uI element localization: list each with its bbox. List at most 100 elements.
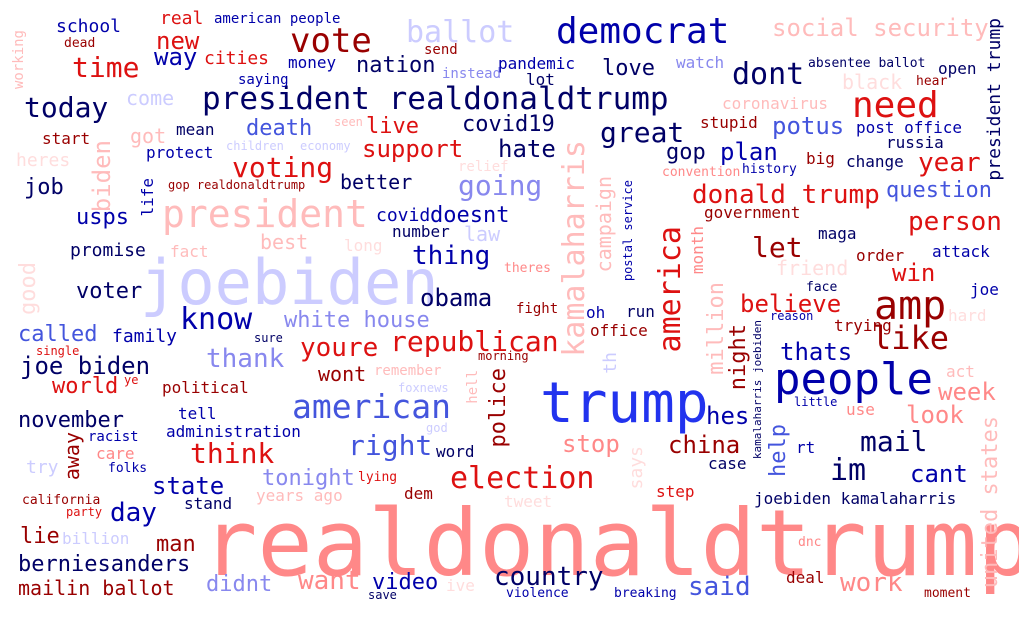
cloud-word: hear <box>916 74 948 89</box>
cloud-word: california <box>22 493 101 508</box>
cloud-word: pandemic <box>498 54 576 73</box>
cloud-word: video <box>372 570 439 595</box>
cloud-word: going <box>458 169 543 202</box>
cloud-word: relief <box>458 159 509 175</box>
cloud-word: let <box>752 231 803 264</box>
cloud-word: death <box>246 116 313 141</box>
cloud-word: need <box>852 85 939 126</box>
cloud-word: thank <box>206 344 285 374</box>
cloud-word: thing <box>412 241 491 271</box>
cloud-word: trying <box>834 316 892 335</box>
cloud-word: russia <box>886 133 944 152</box>
cloud-word: good <box>16 262 41 315</box>
cloud-word: biden <box>88 140 116 213</box>
cloud-word: history <box>742 162 797 177</box>
cloud-word: stop <box>562 430 620 458</box>
cloud-word: says <box>626 446 647 490</box>
cloud-word: fight <box>516 301 559 317</box>
cloud-word: saying <box>238 72 289 88</box>
cloud-word: mean <box>176 120 215 139</box>
cloud-word: real <box>160 8 204 29</box>
cloud-word: didnt <box>206 572 273 597</box>
cloud-word: week <box>938 378 996 406</box>
cloud-word: dnc <box>798 535 822 550</box>
cloud-word: better <box>340 170 413 194</box>
cloud-word: vote <box>290 21 372 61</box>
cloud-word: heres <box>16 150 71 171</box>
cloud-word: doesnt <box>430 203 510 228</box>
cloud-word: family <box>112 326 178 347</box>
cloud-word: youre <box>300 333 379 363</box>
cloud-word: like <box>872 319 950 357</box>
cloud-word: dead <box>64 36 96 51</box>
cloud-word: racist <box>88 429 139 445</box>
cloud-word: day <box>110 498 157 528</box>
cloud-word: help <box>766 424 791 477</box>
cloud-word: potus <box>772 112 845 140</box>
cloud-word: away <box>60 432 84 481</box>
cloud-word: theres <box>504 261 551 276</box>
cloud-word: instead <box>442 66 502 82</box>
cloud-word: job <box>24 175 64 200</box>
cloud-word: month <box>688 226 707 275</box>
cloud-word: morning <box>478 349 529 363</box>
cloud-word: dont <box>732 57 805 92</box>
cloud-word: right <box>348 429 433 462</box>
cloud-word: tonight <box>262 466 355 491</box>
cloud-word: economy <box>300 139 351 153</box>
cloud-word: social security <box>772 14 989 42</box>
cloud-word: great <box>600 116 685 149</box>
cloud-word: billion <box>62 529 130 548</box>
cloud-word: election <box>450 461 595 496</box>
cloud-word: covid <box>376 205 431 226</box>
cloud-word: im <box>830 453 867 488</box>
cloud-word: got <box>130 124 167 148</box>
cloud-word: government <box>704 203 801 222</box>
cloud-word: mail <box>860 425 928 458</box>
cloud-word: word <box>436 442 475 461</box>
cloud-word: political <box>162 378 249 397</box>
cloud-word: administration <box>166 422 301 441</box>
cloud-word: joe <box>970 280 999 299</box>
cloud-word: long <box>344 236 383 255</box>
cloud-word: tell <box>178 404 217 423</box>
cloud-word: person <box>908 207 1002 237</box>
cloud-word: american people <box>214 11 341 27</box>
cloud-word: hate <box>498 135 556 163</box>
cloud-word: moment <box>924 586 971 601</box>
cloud-word: berniesanders <box>18 552 191 577</box>
cloud-word: convention <box>662 165 741 180</box>
cloud-word: cities <box>204 48 270 69</box>
cloud-word: breaking <box>614 586 677 601</box>
cloud-word: run <box>626 302 655 321</box>
cloud-word: republican <box>390 325 559 358</box>
cloud-word: want <box>298 566 361 596</box>
cloud-word: hes <box>706 402 750 430</box>
cloud-word: watch <box>676 53 725 72</box>
cloud-word: black <box>842 70 903 94</box>
cloud-word: oh <box>586 303 606 322</box>
cloud-word: win <box>892 259 936 287</box>
cloud-word: ye <box>124 373 139 387</box>
cloud-word: hard <box>948 306 987 325</box>
cloud-word: remember <box>374 363 442 379</box>
cloud-word: campaign <box>592 176 616 273</box>
cloud-word: violence <box>506 586 569 601</box>
cloud-word: folks <box>108 461 148 476</box>
cloud-word: million <box>704 282 729 375</box>
cloud-word: start <box>42 129 91 148</box>
cloud-word: live <box>366 114 419 139</box>
cloud-word: president realdonaldtrump <box>202 81 669 117</box>
cloud-word: thats <box>780 338 853 366</box>
cloud-word: protect <box>146 143 214 162</box>
cloud-word: coronavirus <box>722 94 828 113</box>
cloud-word: friend <box>776 256 849 280</box>
cloud-word: life <box>138 178 157 217</box>
cloud-word: covid19 <box>462 112 555 137</box>
cloud-word: night <box>726 324 751 391</box>
cloud-word: white house <box>284 308 430 333</box>
cloud-word: stand <box>184 494 233 513</box>
cloud-word: american <box>292 387 451 426</box>
cloud-word: school <box>56 16 122 37</box>
cloud-word: promise <box>70 240 146 261</box>
